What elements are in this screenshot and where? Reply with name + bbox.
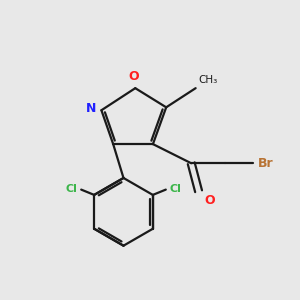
Text: O: O	[128, 70, 139, 83]
Text: CH₃: CH₃	[198, 75, 217, 85]
Text: Cl: Cl	[65, 184, 77, 194]
Text: Cl: Cl	[169, 184, 181, 194]
Text: Br: Br	[257, 157, 273, 170]
Text: N: N	[86, 102, 96, 115]
Text: O: O	[204, 194, 214, 207]
